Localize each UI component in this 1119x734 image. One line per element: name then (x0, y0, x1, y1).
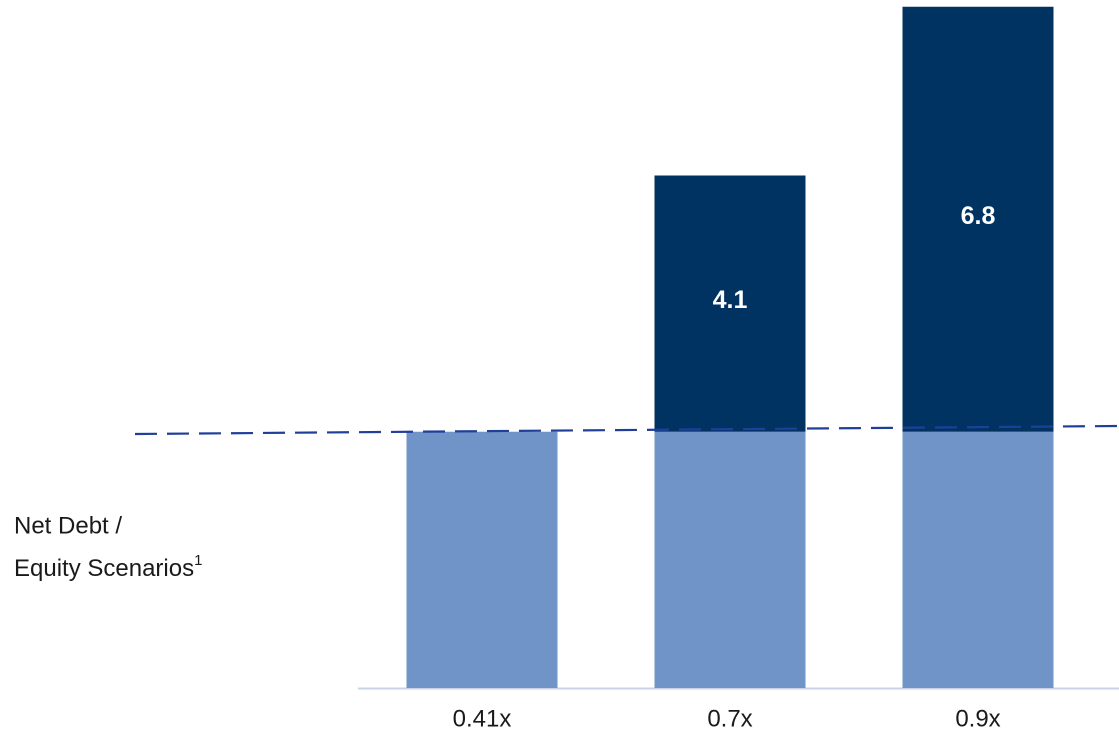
annotation-line: Net Debt / (14, 512, 122, 539)
bar-segment (902, 6, 1054, 432)
value-label: 4.1 (713, 286, 748, 314)
bar-segment (902, 431, 1054, 688)
x-tick-label: 0.41x (453, 705, 512, 732)
bar-segment (654, 431, 806, 688)
reference-line (134, 424, 1119, 436)
value-label: 6.8 (961, 202, 996, 230)
x-tick-label: 0.7x (707, 705, 752, 732)
x-tick-label: 0.9x (955, 705, 1000, 732)
bar-segment (406, 431, 558, 688)
bar-segment (654, 175, 806, 432)
annotation-text: Equity Scenarios (14, 555, 194, 582)
annotation-line: Equity Scenarios1 (14, 552, 202, 582)
footnote-marker: 1 (194, 552, 202, 569)
